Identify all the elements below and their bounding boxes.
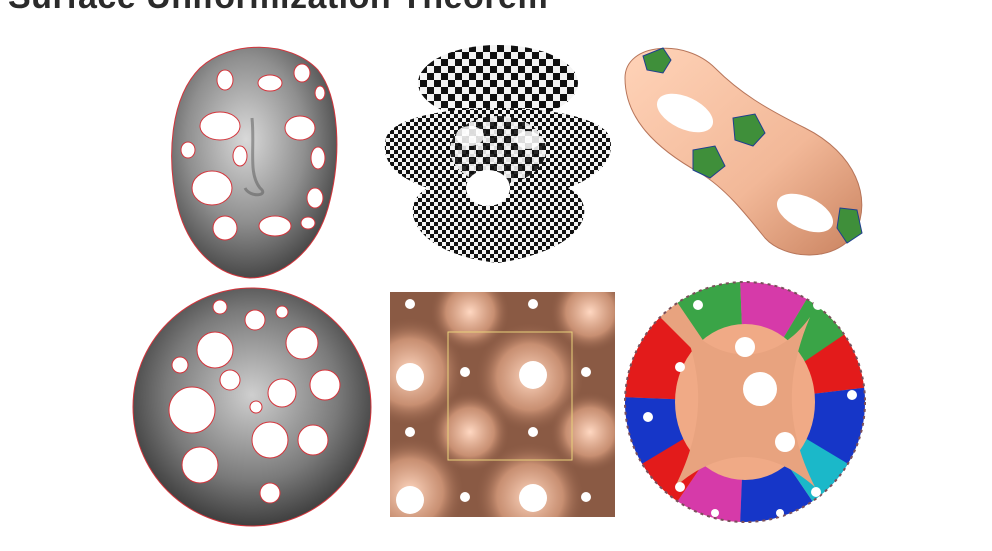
handle-hole-1 bbox=[656, 93, 714, 133]
panel-genus-two-surface bbox=[615, 38, 870, 263]
handle-hole-2 bbox=[776, 193, 834, 233]
face-shape bbox=[171, 46, 338, 279]
panel-flat-torus-domain bbox=[390, 292, 615, 517]
upper-sheet bbox=[418, 45, 578, 121]
flat-torus-figure bbox=[390, 292, 615, 517]
panel-checkerboard-surface bbox=[378, 38, 618, 273]
panel-face-with-holes bbox=[160, 38, 345, 283]
disk-boundary bbox=[624, 281, 866, 523]
hyperbolic-tiles bbox=[625, 282, 865, 522]
slide-title: Surface Uniformization Theorem bbox=[8, 0, 548, 17]
surface-hole bbox=[466, 170, 510, 206]
panel-circle-domain-map bbox=[130, 285, 375, 530]
hyperbolic-holes bbox=[643, 300, 857, 517]
panel-hyperbolic-disk-tiling bbox=[620, 277, 870, 527]
fundamental-domain bbox=[447, 331, 573, 461]
genus-two-surface-figure bbox=[624, 47, 863, 256]
hyperbolic-disk-figure bbox=[624, 281, 866, 523]
circular-holes bbox=[168, 299, 341, 504]
circle-domain-figure bbox=[132, 287, 372, 527]
green-patches bbox=[642, 47, 863, 244]
checkerboard-surface-figure bbox=[384, 45, 611, 263]
face-surface-figure bbox=[171, 46, 338, 279]
face-holes bbox=[180, 63, 326, 241]
torus-holes bbox=[396, 299, 591, 514]
glow-blobs bbox=[390, 292, 615, 517]
